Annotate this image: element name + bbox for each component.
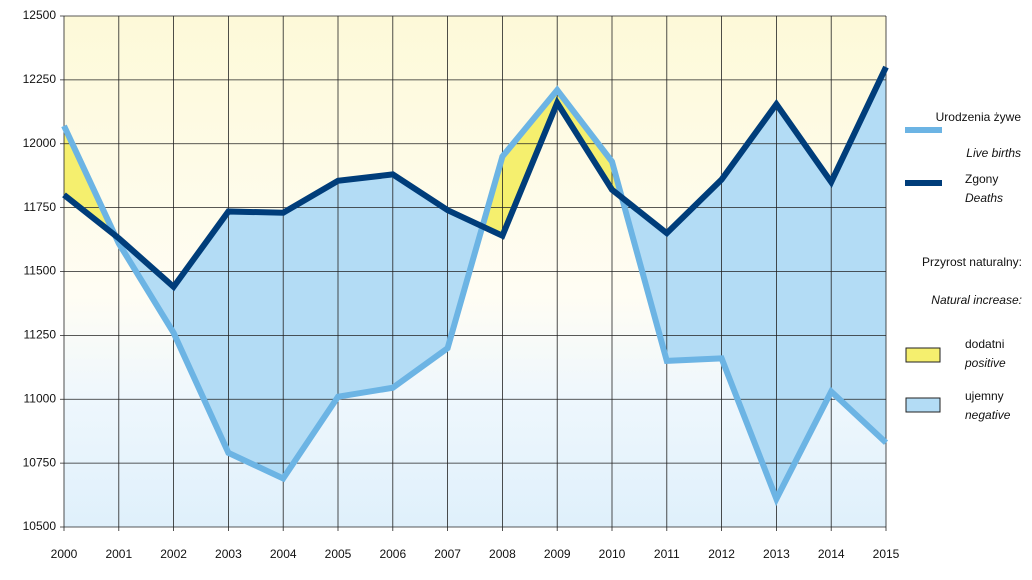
x-tick-label: 2015 (873, 547, 900, 561)
legend-label: dodatni (965, 337, 1004, 351)
grid (60, 15, 887, 531)
series-line (61, 85, 889, 507)
fill-area (283, 180, 338, 479)
y-tick-label: 12250 (23, 72, 57, 86)
y-tick-label: 11250 (24, 328, 57, 342)
legend: Urodzenia żywe Live births Zgony Deaths … (922, 110, 1022, 422)
fill-area (666, 179, 722, 361)
fill-area (228, 211, 284, 479)
legend-swatch (905, 397, 941, 413)
fill-area (831, 67, 886, 443)
legend-title: Przyrost naturalny: (922, 255, 1022, 269)
x-tick-label: 2006 (379, 547, 406, 561)
legend-label: ujemny (965, 389, 1004, 403)
legend-label: negative (965, 408, 1011, 422)
x-tick-label: 2000 (51, 547, 78, 561)
y-tick-label: 10750 (23, 455, 57, 469)
x-tick-label: 2012 (708, 547, 735, 561)
x-tick-label: 2008 (489, 547, 516, 561)
x-tick-label: 2002 (160, 547, 187, 561)
x-tick-label: 2003 (215, 547, 242, 561)
fill-area (721, 104, 777, 499)
fill-area (338, 174, 393, 397)
y-tick-label: 12500 (23, 8, 57, 22)
series-line (62, 65, 889, 292)
x-tick-label: 2009 (544, 547, 571, 561)
fill-area (776, 104, 832, 499)
y-tick-label: 11000 (24, 391, 57, 405)
legend-label: Live births (966, 146, 1021, 160)
y-tick-label: 12000 (23, 136, 57, 150)
legend-title: Natural increase: (931, 293, 1022, 307)
x-tick-label: 2010 (599, 547, 626, 561)
y-tick-label: 10500 (23, 519, 57, 533)
y-tick-label: 11500 (24, 264, 57, 278)
x-tick-label: 2004 (270, 547, 297, 561)
x-tick-label: 2014 (818, 547, 845, 561)
x-tick-label: 2001 (105, 547, 132, 561)
legend-label: Deaths (965, 191, 1003, 205)
legend-label: positive (964, 356, 1006, 370)
lines (61, 65, 889, 507)
legend-label: Zgony (965, 172, 998, 186)
x-tick-label: 2005 (325, 547, 352, 561)
x-tick-label: 2007 (434, 547, 461, 561)
legend-label: Urodzenia żywe (936, 110, 1022, 124)
legend-swatch (905, 347, 941, 363)
y-tick-label: 11750 (24, 200, 57, 214)
x-tick-label: 2011 (654, 547, 680, 561)
x-tick-label: 2013 (763, 547, 790, 561)
fill-area (392, 174, 448, 388)
